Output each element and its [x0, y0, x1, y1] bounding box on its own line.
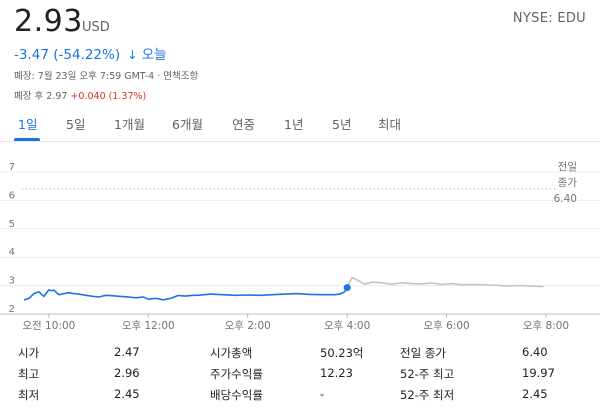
stat-label: 주가수익률	[210, 367, 263, 381]
stat-label: 배당수익률	[210, 388, 263, 402]
y-axis-labels: 2 3 4 5 6 7	[9, 162, 15, 315]
currency-label: USD	[82, 20, 110, 35]
tab-6m[interactable]: 6개월	[172, 117, 203, 132]
y-tick-label: 4	[9, 247, 15, 258]
stat-value: -	[320, 387, 325, 401]
y-tick-label: 2	[9, 304, 15, 315]
change-period: 오늘	[141, 47, 167, 63]
ticker-symbol: NYSE: EDU	[512, 11, 586, 26]
range-tabs: 1일 5일 1개월 6개월 연중 1년 5년 최대	[14, 114, 454, 141]
separator: ·	[154, 71, 164, 82]
tab-1m[interactable]: 1개월	[114, 117, 145, 132]
x-tick-label: 오후 2:00	[225, 320, 271, 332]
x-axis-labels: 오전 10:00 오후 12:00 오후 2:00 오후 4:00 오후 6:00 오후 …	[22, 314, 569, 332]
stat-value: 2.45	[522, 387, 548, 401]
y-tick-label: 6	[9, 190, 15, 201]
after-hours-change: +0.040 (1.37%)	[70, 91, 147, 102]
close-info: 폐장: 7월 23일 오후 7:59 GMT-4 · 면책조항	[14, 68, 198, 82]
x-tick-label: 오후 4:00	[324, 320, 370, 332]
disclaimer-link[interactable]: 면책조항	[163, 71, 199, 82]
last-price-dot	[343, 284, 351, 292]
stat-value: 50.23억	[320, 346, 364, 360]
x-tick-label: 오후 8:00	[523, 320, 569, 332]
divider	[0, 141, 600, 142]
stat-label: 시가	[18, 346, 40, 360]
stat-label: 최저	[18, 388, 40, 402]
stat-label: 시가총액	[210, 346, 253, 360]
prev-close-label: 종가	[558, 177, 578, 189]
chart-grid	[0, 171, 600, 315]
arrow-down-icon: ↓	[127, 48, 138, 62]
tab-5y[interactable]: 5년	[332, 117, 352, 132]
x-tick-label: 오후 6:00	[423, 320, 469, 332]
price-change: -3.47 (-54.22%) ↓ 오늘	[14, 43, 167, 63]
stat-value: 12.23	[320, 366, 353, 380]
after-hours-price: 2.97	[46, 91, 68, 102]
stat-row: 최고 2.96 주가수익률 12.23 52-주 최고 19.97	[14, 366, 586, 386]
prev-close-label: 전일	[558, 160, 577, 173]
stat-value: 6.40	[522, 345, 548, 359]
after-hours-label: 폐장 후	[14, 91, 44, 102]
current-price: 2.93	[14, 4, 83, 39]
x-tick-label: 오전 10:00	[22, 320, 75, 332]
stat-value: 2.47	[114, 345, 140, 359]
stat-value: 2.45	[114, 387, 140, 401]
y-tick-label: 3	[9, 276, 15, 287]
tab-ytd[interactable]: 연중	[232, 117, 256, 132]
stat-row: 시가 2.47 시가총액 50.23억 전일 종가 6.40	[14, 345, 586, 365]
regular-price-line	[23, 287, 348, 301]
stat-value: 19.97	[522, 366, 555, 380]
tab-1d[interactable]: 1일	[18, 117, 38, 132]
y-tick-label: 5	[9, 219, 15, 230]
y-tick-label: 7	[9, 162, 15, 173]
tab-max[interactable]: 최대	[378, 117, 402, 132]
tab-1y[interactable]: 1년	[284, 117, 304, 132]
after-hours-info: 폐장 후 2.97 +0.040 (1.37%)	[14, 88, 146, 102]
stat-value: 2.96	[114, 366, 140, 380]
prev-close-label: 6.40	[554, 193, 577, 205]
stat-label: 최고	[18, 367, 40, 381]
price-lines	[23, 276, 544, 301]
tab-5d[interactable]: 5일	[66, 117, 86, 132]
x-tick-label: 오후 12:00	[122, 320, 175, 332]
active-tab-indicator	[14, 138, 40, 141]
price-change-value: -3.47 (-54.22%)	[14, 47, 121, 63]
stat-label: 전일 종가	[400, 346, 446, 360]
close-time: 폐장: 7월 23일 오후 7:59 GMT-4	[14, 71, 155, 82]
after-hours-price-line	[346, 276, 544, 288]
stat-label: 52-주 최저	[400, 388, 455, 402]
stat-label: 52-주 최고	[400, 367, 455, 381]
stat-row: 최저 2.45 배당수익률 - 52-주 최저 2.45	[14, 387, 586, 407]
